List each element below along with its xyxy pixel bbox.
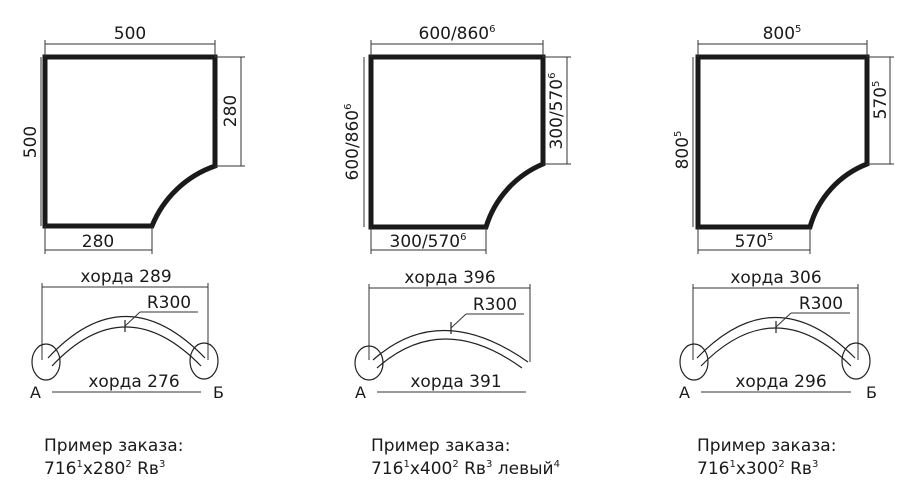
panel-3-order-title: Пример заказа: xyxy=(697,436,836,456)
panel-3-outline xyxy=(695,54,870,230)
panel-3-order-line: 7161x3002 Rв3 xyxy=(697,459,818,479)
panel-1-end-a-marker xyxy=(31,343,61,381)
panel-3-left-dim: 8005 xyxy=(673,131,693,170)
panel-2-order-line: 7161x4002 Rв3 левый4 xyxy=(371,459,560,479)
panel-1-end-a: А xyxy=(30,383,41,402)
panel-1-bottom-dim: 280 xyxy=(82,232,114,252)
panel-2-arc-detail: хорда 396 R300 хорда 391 А xyxy=(354,268,531,402)
panel-3-right-dim: 5705 xyxy=(871,81,891,120)
panel-1-plan: 500 280 500 280 xyxy=(21,24,245,254)
panel-2-outline xyxy=(368,54,546,230)
panel-3-end-a: А xyxy=(679,383,690,402)
panel-1-chord-bottom: хорда 276 xyxy=(88,372,179,392)
panel-2-chord-bottom: хорда 391 xyxy=(410,372,501,392)
panel-2-top-dim: 600/8606 xyxy=(419,24,496,44)
panel-3-end-b-marker xyxy=(841,342,871,380)
panel-1-top-dim: 500 xyxy=(114,24,146,44)
panel-3-arc-detail: хорда 306 R300 хорда 296 А Б xyxy=(679,268,877,402)
panel-1-order-title: Пример заказа: xyxy=(44,436,183,456)
panel-3-chord-bottom: хорда 296 xyxy=(735,372,826,392)
panel-3-end-b: Б xyxy=(866,383,877,402)
panel-1-end-b: Б xyxy=(213,383,224,402)
panel-1-end-b-marker xyxy=(189,342,219,380)
panel-2-radius: R300 xyxy=(473,295,517,315)
panel-2-right-dim: 300/5706 xyxy=(547,73,567,150)
panel-2-plan: 600/8606 300/5706 600/8606 300/5706 xyxy=(343,24,571,254)
panel-3-radius: R300 xyxy=(799,294,843,314)
panel-2-end-a-marker xyxy=(354,345,384,381)
panel-2-end-a: А xyxy=(355,383,366,402)
panel-1-order: Пример заказа: 7161x2802 Rв3 xyxy=(44,436,183,479)
panel-2-chord-top: хорда 396 xyxy=(404,268,495,288)
panel-3-order: Пример заказа: 7161x3002 Rв3 xyxy=(697,436,836,479)
panel-2-left-dim: 600/8606 xyxy=(343,104,363,181)
panel-3-chord-top: хорда 306 xyxy=(730,268,821,288)
panel-1-outline xyxy=(42,54,218,229)
panel-3-end-a-marker xyxy=(679,343,709,381)
panel-2-order: Пример заказа: 7161x4002 Rв3 левый4 xyxy=(371,436,560,479)
panel-3-bottom-dim: 5705 xyxy=(735,232,774,252)
panel-2-bottom-dim: 300/5706 xyxy=(390,232,467,252)
panel-2-order-title: Пример заказа: xyxy=(371,436,510,456)
panel-3-plan: 8005 5705 8005 5705 xyxy=(673,24,894,254)
panel-1-arc-detail: хорда 289 R300 хорда 276 А Б xyxy=(30,267,224,402)
panel-3-top-dim: 8005 xyxy=(763,24,802,44)
panel-1-left-dim: 500 xyxy=(21,126,41,158)
panel-1-right-dim: 280 xyxy=(221,95,241,127)
panel-1-radius: R300 xyxy=(147,293,191,313)
panel-1-chord-top: хорда 289 xyxy=(80,267,171,287)
panel-1-order-line: 7161x2802 Rв3 xyxy=(44,459,165,479)
